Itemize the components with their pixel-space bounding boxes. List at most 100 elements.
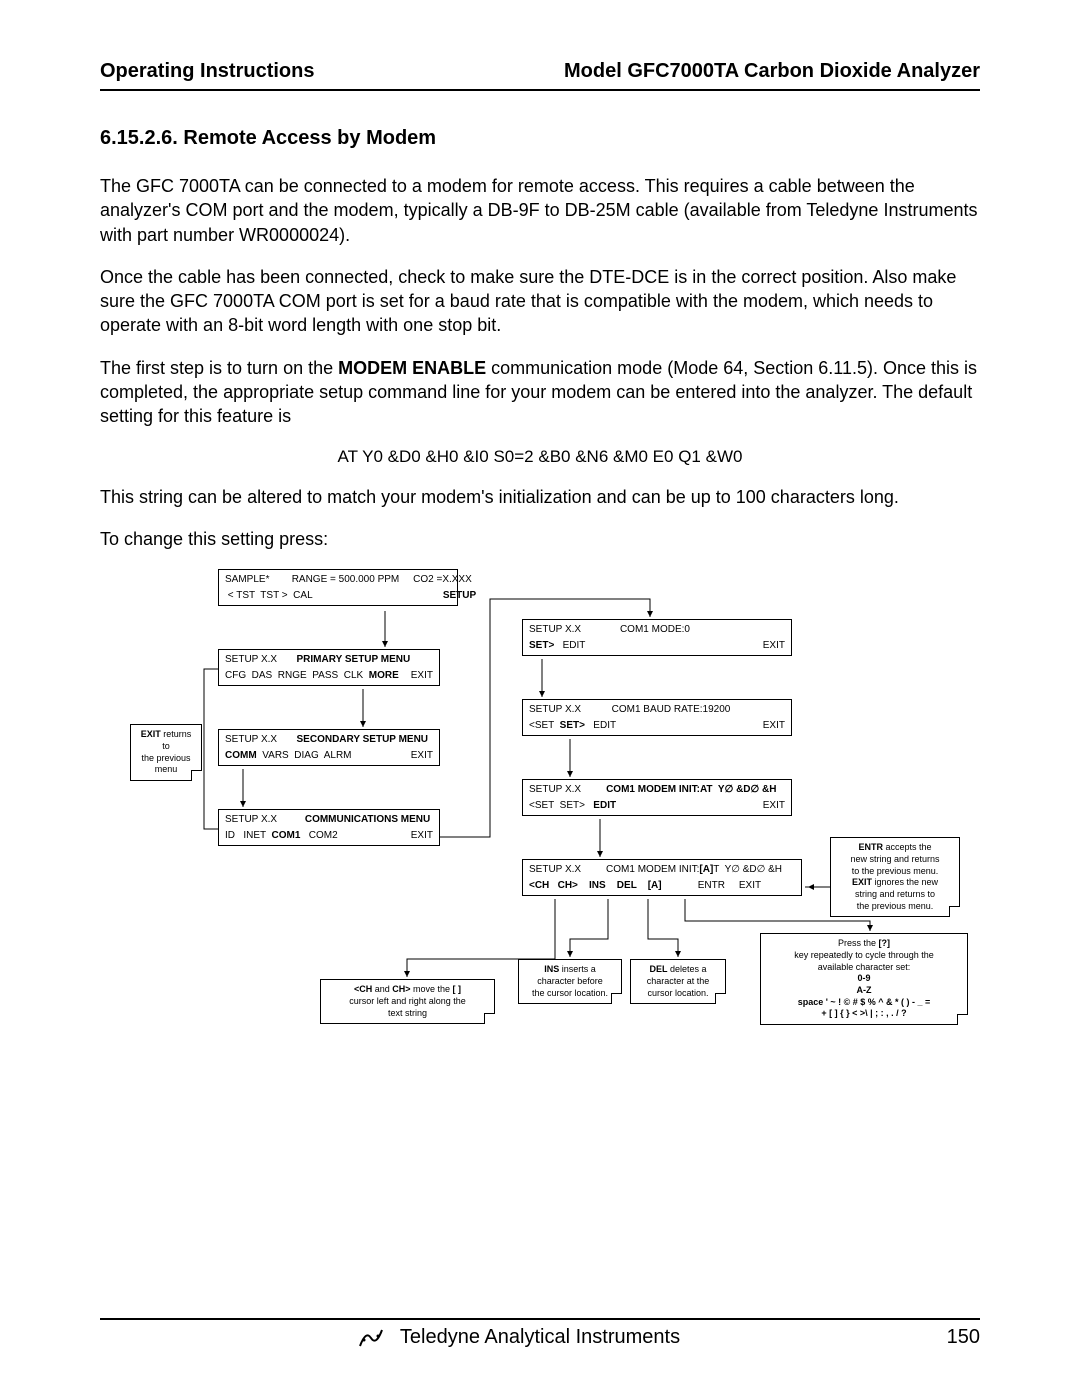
note-entr-b: ENTR bbox=[858, 842, 883, 852]
note-cs-l5: A-Z bbox=[767, 985, 961, 997]
flow-box-sample: SAMPLE* RANGE = 500.000 PPM CO2 =X.XXX <… bbox=[218, 569, 458, 606]
note-entr-exit: ENTR accepts the new string and returns … bbox=[830, 837, 960, 917]
flow-comms-row2b: COM1 bbox=[272, 830, 301, 841]
note-ins-l1: INS inserts a bbox=[525, 964, 615, 976]
flow-baud-row2c: EDIT bbox=[585, 720, 616, 731]
flow-primary-exit: EXIT bbox=[411, 669, 433, 683]
para-1: The GFC 7000TA can be connected to a mod… bbox=[100, 174, 980, 247]
flow-box-com1-baud: SETUP X.X COM1 BAUD RATE:19200 <SET SET>… bbox=[522, 699, 792, 736]
flow-box-comms: SETUP X.X COMMUNICATIONS MENU ID INET CO… bbox=[218, 809, 440, 846]
note-fold-icon bbox=[949, 906, 960, 917]
note-fold-icon bbox=[484, 1013, 495, 1024]
para-3: The first step is to turn on the MODEM E… bbox=[100, 356, 980, 429]
flow-mode-row2a: EDIT bbox=[554, 640, 585, 651]
flow-secondary-row2b: COMM bbox=[225, 750, 257, 761]
flow-box-com1-mode: SETUP X.X COM1 MODE:0 SET> EDITEXIT bbox=[522, 619, 792, 656]
note-charset: Press the [?] key repeatedly to cycle th… bbox=[760, 933, 968, 1025]
para-4: This string can be altered to match your… bbox=[100, 485, 980, 509]
flow-init1-row2: <SET SET> EDIT EXIT bbox=[529, 799, 785, 813]
flow-comms-exit: EXIT bbox=[411, 829, 433, 843]
flow-secondary-row1a: SETUP X.X bbox=[225, 734, 297, 745]
flow-secondary-row2: COMM VARS DIAG ALRMEXIT bbox=[225, 749, 433, 763]
flow-init2-row1: SETUP X.X COM1 MODEM INIT:[A]T Y∅ &D∅ &H bbox=[529, 863, 795, 877]
note-ch-l1: <CH and CH> move the [ ] bbox=[327, 984, 488, 996]
note-cs-l3: available character set: bbox=[767, 962, 961, 974]
page: Operating Instructions Model GFC7000TA C… bbox=[0, 0, 1080, 1397]
header-left: Operating Instructions bbox=[100, 60, 314, 83]
flowchart: SAMPLE* RANGE = 500.000 PPM CO2 =X.XXX <… bbox=[110, 569, 980, 1089]
note-cs-b5: A-Z bbox=[857, 985, 872, 995]
note-cs-b4: 0-9 bbox=[857, 973, 870, 983]
flow-init2-row1c: T Y∅ &D∅ &H bbox=[713, 864, 782, 875]
page-header: Operating Instructions Model GFC7000TA C… bbox=[100, 60, 980, 91]
note-ch-l3: text string bbox=[327, 1008, 488, 1020]
flow-secondary-row2a: VARS DIAG ALRM bbox=[257, 750, 352, 761]
note-entr-l3: to the previous menu. bbox=[837, 866, 953, 878]
note-ins: INS inserts a character before the curso… bbox=[518, 959, 622, 1004]
flow-primary-row1a: SETUP X.X bbox=[225, 654, 297, 665]
flow-init1-exit: EXIT bbox=[763, 799, 785, 813]
note-entr-l5: string and returns to bbox=[837, 889, 953, 901]
note-entr-t4: ignores the new bbox=[872, 877, 938, 887]
note-cs-l6: space ' ~ ! © # $ % ^ & * ( ) - _ = bbox=[767, 997, 961, 1009]
flow-init1-row2b: EDIT bbox=[593, 800, 616, 811]
note-cs-l7: + [ ] { } < >\ | ; : , . / ? bbox=[767, 1008, 961, 1020]
note-fold-icon bbox=[715, 993, 726, 1004]
flow-box-secondary: SETUP X.X SECONDARY SETUP MENU COMM VARS… bbox=[218, 729, 440, 766]
note-exit-l1: EXIT returns to bbox=[137, 729, 195, 752]
flow-init1-row1: SETUP X.X COM1 MODEM INIT:AT Y∅ &D∅ &H bbox=[529, 783, 785, 797]
note-exit-l2: the previous bbox=[137, 753, 195, 765]
note-entr-l6: the previous menu. bbox=[837, 901, 953, 913]
flow-primary-row2b: MORE bbox=[369, 670, 399, 681]
note-exit: EXIT returns to the previous menu bbox=[130, 724, 202, 781]
note-del: DEL deletes a character at the cursor lo… bbox=[630, 959, 726, 1004]
flow-primary-row2a: CFG DAS RNGE PASS CLK bbox=[225, 670, 369, 681]
note-ins-b: INS bbox=[544, 964, 559, 974]
note-entr-b4: EXIT bbox=[852, 877, 872, 887]
note-ch: <CH and CH> move the [ ] cursor left and… bbox=[320, 979, 495, 1024]
flow-init1-row1a: SETUP X.X bbox=[529, 784, 606, 795]
flow-init1-row2a: <SET SET> bbox=[529, 800, 593, 811]
flow-init1-row1b: COM1 MODEM INIT:AT Y∅ &D∅ &H bbox=[606, 784, 776, 795]
flow-secondary-row1b: SECONDARY SETUP MENU bbox=[297, 734, 429, 745]
flow-comms-row2a: ID INET bbox=[225, 830, 272, 841]
note-entr-t: accepts the bbox=[883, 842, 932, 852]
note-cs-l1: Press the [?] bbox=[767, 938, 961, 950]
flow-mode-row2: SET> EDITEXIT bbox=[529, 639, 785, 653]
flow-init2-row2a: ENTR EXIT bbox=[662, 880, 761, 891]
section-title: 6.15.2.6. Remote Access by Modem bbox=[100, 127, 980, 150]
para-3b: MODEM ENABLE bbox=[338, 358, 486, 378]
note-exit-l3: menu bbox=[137, 764, 195, 776]
header-right: Model GFC7000TA Carbon Dioxide Analyzer bbox=[564, 60, 980, 83]
flow-comms-row2c: COM2 bbox=[300, 830, 337, 841]
note-ch-b3: [ ] bbox=[453, 984, 462, 994]
note-cs-l4: 0-9 bbox=[767, 973, 961, 985]
teledyne-logo-icon bbox=[358, 1328, 384, 1348]
flow-secondary-row1: SETUP X.X SECONDARY SETUP MENU bbox=[225, 733, 433, 747]
note-del-t: deletes a bbox=[667, 964, 706, 974]
note-cs-b1: [?] bbox=[879, 938, 891, 948]
note-del-l3: cursor location. bbox=[637, 988, 719, 1000]
flow-baud-row2a: <SET bbox=[529, 720, 560, 731]
note-entr-l1: ENTR accepts the bbox=[837, 842, 953, 854]
note-fold-icon bbox=[957, 1014, 968, 1025]
note-ins-l3: the cursor location. bbox=[525, 988, 615, 1000]
note-cs-b7: + [ ] { } < >\ | ; : , . / ? bbox=[821, 1008, 906, 1018]
flow-sample-row2a: < TST TST > CAL bbox=[225, 590, 443, 601]
flow-init2-row1a: SETUP X.X COM1 MODEM INIT: bbox=[529, 864, 699, 875]
at-command-string: AT Y0 &D0 &H0 &I0 S0=2 &B0 &N6 &M0 E0 Q1… bbox=[100, 447, 980, 467]
flow-init2-row2: <CH CH> INS DEL [A] ENTR EXIT bbox=[529, 879, 795, 893]
note-ch-l2: cursor left and right along the bbox=[327, 996, 488, 1008]
flow-comms-row2: ID INET COM1 COM2 EXIT bbox=[225, 829, 433, 843]
flow-primary-row2: CFG DAS RNGE PASS CLK MORE EXIT bbox=[225, 669, 433, 683]
note-ch-m: and bbox=[372, 984, 392, 994]
note-del-l2: character at the bbox=[637, 976, 719, 988]
note-ch-t: move the bbox=[411, 984, 453, 994]
flow-mode-exit: EXIT bbox=[763, 639, 785, 653]
note-cs-t1: Press the bbox=[838, 938, 879, 948]
page-footer: Teledyne Analytical Instruments 150 bbox=[100, 1318, 980, 1349]
flow-baud-row1: SETUP X.X COM1 BAUD RATE:19200 bbox=[529, 703, 785, 717]
flow-baud-exit: EXIT bbox=[763, 719, 785, 733]
para-5: To change this setting press: bbox=[100, 527, 980, 551]
flow-comms-row1: SETUP X.X COMMUNICATIONS MENU bbox=[225, 813, 433, 827]
